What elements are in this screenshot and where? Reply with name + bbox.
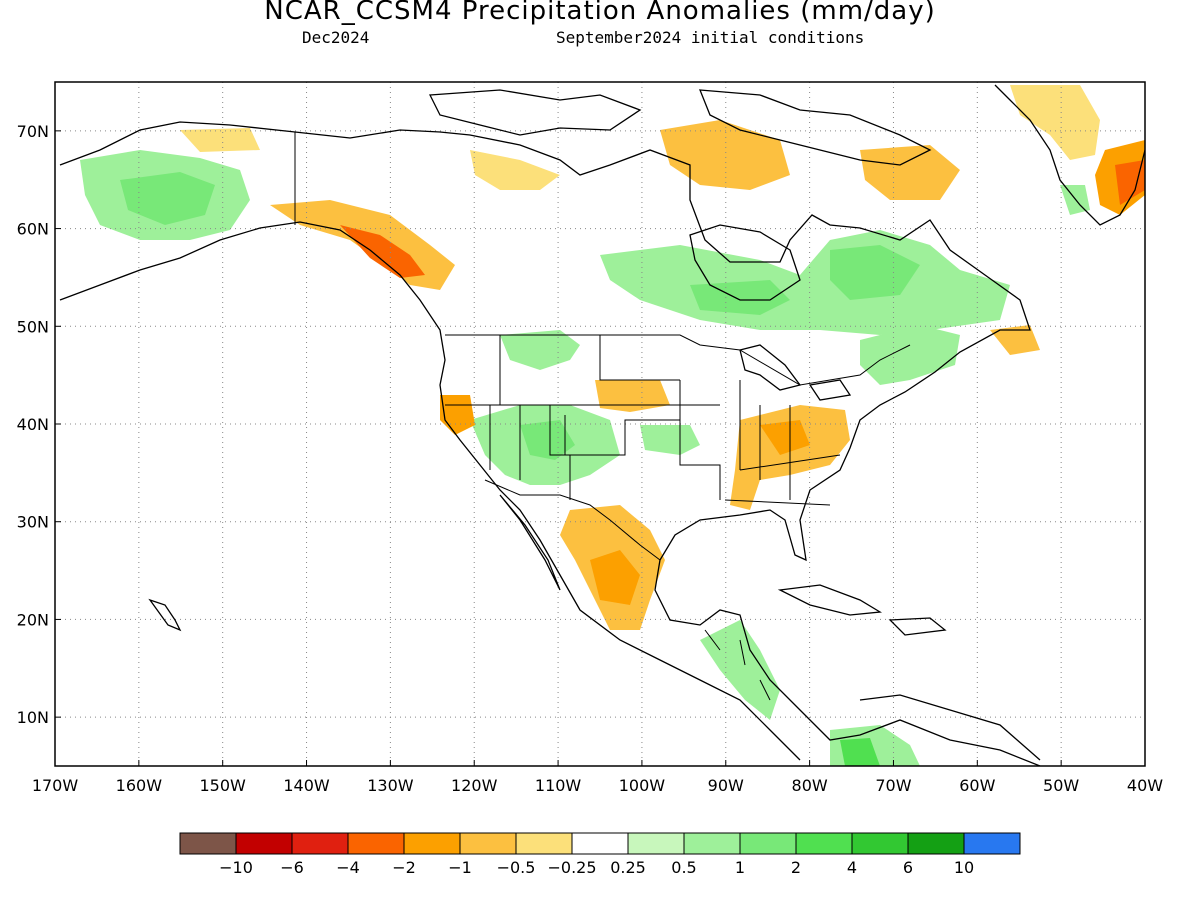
- lat-label: 50N: [17, 317, 49, 336]
- hawaii: [148, 598, 182, 632]
- legend-swatch: [291, 832, 349, 855]
- legend-swatch: [963, 832, 1021, 855]
- us-state-borders: [445, 335, 841, 506]
- hudson-bay: [689, 224, 801, 301]
- lon-label: 150W: [200, 776, 247, 795]
- lon-label: 120W: [451, 776, 498, 795]
- lon-label: 90W: [708, 776, 744, 795]
- legend-label: 0.25: [610, 858, 646, 877]
- legend-swatch: [907, 832, 965, 855]
- us-canada-border: [445, 334, 911, 386]
- wet-anomaly-central-plains: [640, 425, 700, 455]
- dry-anomaly-central-plains: [595, 380, 670, 412]
- legend-swatch: [851, 832, 909, 855]
- great-lakes: [739, 344, 852, 401]
- coastlines: [59, 84, 1145, 766]
- legend-swatch: [403, 832, 461, 855]
- legend-label: 6: [903, 858, 913, 877]
- political-borders: [294, 132, 911, 701]
- graticule: [55, 82, 1145, 766]
- arctic-islands: [428, 89, 932, 166]
- dry-anomaly-baffin: [660, 120, 790, 190]
- wet-anomaly-southwest-core: [520, 420, 575, 460]
- legend-label: −2: [392, 858, 416, 877]
- legend-swatch: [795, 832, 853, 855]
- greenland-coast: [994, 84, 1145, 226]
- lon-label: 100W: [619, 776, 666, 795]
- dry-anomaly-newfoundland: [990, 325, 1040, 355]
- lon-label: 160W: [116, 776, 163, 795]
- lat-label: 70N: [17, 122, 49, 141]
- map-title: NCAR_CCSM4 Precipitation Anomalies (mm/d…: [264, 0, 936, 26]
- lon-label: 40W: [1127, 776, 1163, 795]
- wet-anomaly-central-america: [700, 620, 780, 720]
- baja-california: [499, 494, 561, 591]
- lon-label: 70W: [875, 776, 911, 795]
- pacific-coastline: [59, 221, 801, 761]
- wet-anomaly-canada: [600, 230, 1010, 335]
- lat-label: 30N: [17, 513, 49, 532]
- legend-label: 0.5: [671, 858, 696, 877]
- lon-label: 170W: [32, 776, 79, 795]
- legend-label: 2: [791, 858, 801, 877]
- dry-anomaly-mexico-core: [590, 550, 640, 605]
- dry-anomaly-bc-coast: [340, 225, 425, 278]
- legend-swatch: [571, 832, 629, 855]
- dry-anomaly-california: [440, 395, 475, 435]
- anomaly-shading: [80, 85, 1145, 766]
- lat-label: 20N: [17, 610, 49, 629]
- legend-label: −0.25: [547, 858, 596, 877]
- lon-label: 60W: [959, 776, 995, 795]
- legend-label: −10: [219, 858, 253, 877]
- legend-label: 4: [847, 858, 857, 877]
- wet-anomaly-alaska-core: [120, 172, 215, 225]
- legend-label: −1: [448, 858, 472, 877]
- wet-anomaly-labrador: [830, 245, 920, 300]
- legend-label: −6: [280, 858, 304, 877]
- hispaniola: [888, 617, 947, 636]
- dry-anomaly-greenland-west: [860, 145, 960, 200]
- north-america-coastline: [59, 121, 1041, 766]
- wet-anomaly-canada-core: [690, 280, 790, 315]
- lat-label: 10N: [17, 708, 49, 727]
- central-america-borders: [704, 629, 771, 701]
- legend-swatch: [515, 832, 573, 855]
- wet-anomaly-north-plains: [500, 330, 580, 370]
- legend-swatch: [739, 832, 797, 855]
- dry-anomaly-ohio-valley: [760, 420, 810, 455]
- wet-anomaly-colombia-core: [840, 738, 880, 766]
- dry-anomaly-arctic-islands: [470, 150, 560, 190]
- lon-label: 80W: [792, 776, 828, 795]
- dry-anomaly-greenland-east: [1010, 85, 1100, 160]
- legend-label: −0.5: [497, 858, 536, 877]
- dry-anomaly-alaska-north: [180, 128, 260, 152]
- lat-label: 40N: [17, 415, 49, 434]
- south-america-coast: [859, 694, 1041, 761]
- legend-label: −4: [336, 858, 360, 877]
- legend-label: 10: [954, 858, 974, 877]
- legend-swatch: [683, 832, 741, 855]
- legend-label: 1: [735, 858, 745, 877]
- us-mexico-border: [484, 479, 661, 561]
- lon-label: 50W: [1043, 776, 1079, 795]
- lat-label: 60N: [17, 220, 49, 239]
- initial-conditions: September2024 initial conditions: [556, 28, 865, 47]
- legend-swatch: [179, 832, 237, 855]
- legend-swatch: [459, 832, 517, 855]
- cuba: [777, 584, 883, 616]
- legend-swatch: [235, 832, 293, 855]
- lon-label: 130W: [367, 776, 414, 795]
- latitude-axis: 10N 20N 30N 40N 50N 60N 70N: [17, 122, 61, 727]
- longitude-axis: 170W 160W 150W 140W 130W 120W 110W 100W 90W 80W 70…: [32, 760, 1163, 795]
- wet-anomaly-great-lakes-northeast: [860, 325, 960, 385]
- legend-swatch: [627, 832, 685, 855]
- dry-anomaly-greenland-se-core: [1115, 160, 1145, 205]
- lon-label: 140W: [283, 776, 330, 795]
- legend-swatch: [347, 832, 405, 855]
- valid-month: Dec2024: [302, 28, 370, 47]
- lon-label: 110W: [535, 776, 582, 795]
- color-legend: −10 −6 −4 −2 −1 −0.5 −0.25 0.25 0.5 1 2 4 6 10: [179, 832, 1021, 877]
